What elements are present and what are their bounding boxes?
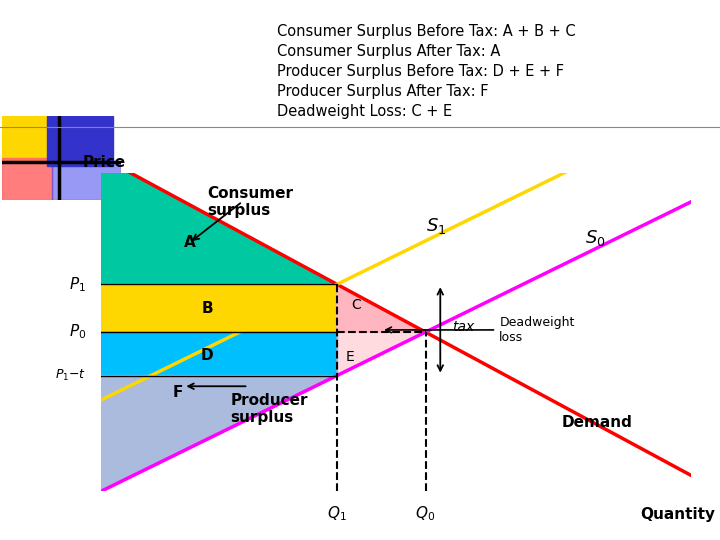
Text: Demand: Demand <box>562 415 632 430</box>
Polygon shape <box>337 332 426 375</box>
Text: $P_0$: $P_0$ <box>68 323 86 341</box>
Text: Consumer Surplus Before Tax: A + B + C: Consumer Surplus Before Tax: A + B + C <box>277 24 576 39</box>
Polygon shape <box>101 375 337 491</box>
Bar <box>48 116 112 166</box>
Text: $P_1$$-t$: $P_1$$-t$ <box>55 368 86 383</box>
Text: Producer Surplus Before Tax: D + E + F: Producer Surplus Before Tax: D + E + F <box>277 64 564 79</box>
Polygon shape <box>337 284 426 332</box>
Text: $P_1$: $P_1$ <box>69 275 86 294</box>
Text: Quantity: Quantity <box>640 508 715 522</box>
Text: B: B <box>202 301 213 316</box>
Text: D: D <box>201 348 213 363</box>
Polygon shape <box>101 332 337 375</box>
Text: $Q_0$: $Q_0$ <box>415 504 436 523</box>
Polygon shape <box>101 284 337 332</box>
Text: Consumer Surplus After Tax: A: Consumer Surplus After Tax: A <box>277 44 500 59</box>
Text: Producer Surplus After Tax: F: Producer Surplus After Tax: F <box>277 84 489 99</box>
Text: Producer
surplus: Producer surplus <box>230 393 308 425</box>
Text: $S_0$: $S_0$ <box>585 227 606 247</box>
Bar <box>2 158 52 200</box>
Text: C: C <box>351 298 361 312</box>
Polygon shape <box>101 157 337 284</box>
Text: Consumer
surplus: Consumer surplus <box>207 186 293 218</box>
Text: $Q_1$: $Q_1$ <box>327 504 347 523</box>
Text: A: A <box>184 235 195 251</box>
Text: E: E <box>346 350 354 364</box>
Text: Deadweight Loss: C + E: Deadweight Loss: C + E <box>277 104 452 119</box>
Text: Price: Price <box>83 154 126 170</box>
Text: Deadweight
loss: Deadweight loss <box>499 316 575 344</box>
Text: $S_1$: $S_1$ <box>426 216 446 236</box>
Bar <box>52 162 121 200</box>
Text: F: F <box>172 385 183 400</box>
Text: tax: tax <box>452 320 474 334</box>
Bar <box>2 116 59 162</box>
